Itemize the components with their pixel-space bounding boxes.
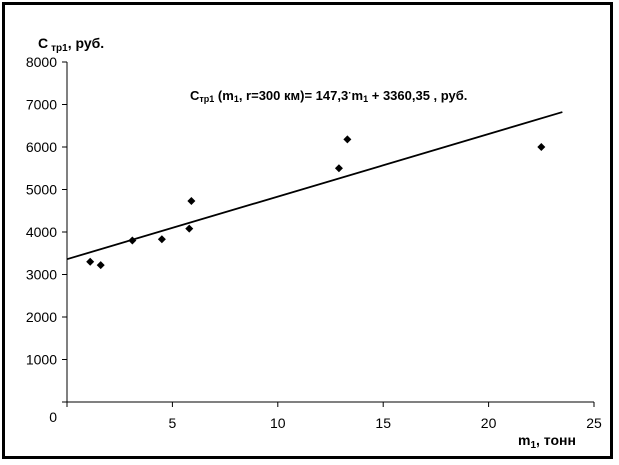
- data-point-diamond: [537, 143, 546, 151]
- y-tick-label: 4000: [26, 224, 57, 240]
- data-point-diamond: [185, 224, 194, 233]
- y-ticks: 0 1000 2000 3000 4000 5000 6000 7000 8000: [26, 54, 67, 425]
- y-tick-label: 0: [49, 409, 57, 425]
- y-tick-label: 5000: [26, 182, 57, 198]
- trendline: [66, 111, 563, 261]
- y-tick-label: 1000: [26, 352, 57, 368]
- x-tick-label: 20: [481, 415, 497, 431]
- data-point-diamond: [343, 135, 352, 144]
- data-point-diamond: [96, 261, 105, 270]
- data-point-diamond: [86, 257, 95, 266]
- data-point-diamond: [334, 164, 343, 173]
- data-point-diamond: [187, 196, 196, 205]
- y-tick-label: 7000: [26, 97, 57, 113]
- axes: [66, 62, 594, 403]
- x-tick-label: 25: [586, 415, 602, 431]
- x-axis-title: m1, тонн: [518, 432, 576, 451]
- x-tick-label: 10: [270, 415, 286, 431]
- y-tick-label: 6000: [26, 139, 57, 155]
- x-ticks: 5 10 15 20 25: [66, 402, 602, 431]
- data-point-diamond: [157, 235, 166, 244]
- x-tick-label: 5: [169, 415, 177, 431]
- trendline-equation: Cтр1 (m1, r=300 км)= 147,3·m1 + 3360,35 …: [190, 88, 467, 104]
- data-points: [86, 135, 546, 270]
- data-point-diamond: [128, 236, 137, 245]
- y-tick-label: 2000: [26, 309, 57, 325]
- x-tick-label: 15: [375, 415, 391, 431]
- y-tick-label: 8000: [26, 54, 57, 70]
- chart-frame: [2, 2, 613, 459]
- y-tick-label: 3000: [26, 267, 57, 283]
